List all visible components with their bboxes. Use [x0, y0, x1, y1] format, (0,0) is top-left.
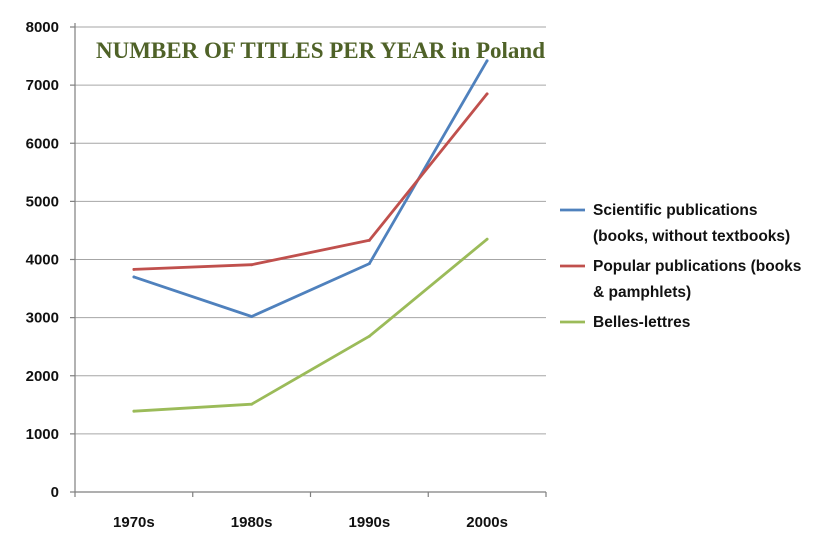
y-tick-label: 6000	[26, 135, 59, 152]
x-tick-label: 1980s	[231, 514, 273, 531]
data-point	[250, 315, 254, 318]
legend-label: (books, without textbooks)	[593, 228, 790, 245]
data-point	[250, 402, 254, 406]
legend-label: Belles-lettres	[593, 314, 690, 331]
data-point	[132, 267, 136, 271]
series-line-3	[132, 237, 489, 413]
chart-title: NUMBER OF TITLES PER YEAR in Poland	[96, 38, 545, 63]
gridlines	[75, 26, 546, 435]
y-tick-label: 8000	[26, 19, 59, 36]
x-tick-label: 1970s	[113, 514, 155, 531]
data-point	[132, 409, 136, 413]
data-point	[367, 238, 371, 242]
legend-item-3: Belles-lettres	[560, 314, 690, 331]
x-axis-tick-labels: 1970s 1980s 1990s 2000s	[113, 514, 508, 531]
y-tick-label: 5000	[26, 193, 59, 210]
y-tick-label: 0	[51, 484, 59, 501]
series-line-1	[132, 59, 489, 318]
y-tick-label: 3000	[26, 310, 59, 327]
x-tick-label: 2000s	[466, 514, 508, 531]
data-point	[367, 334, 371, 338]
series-lines	[132, 59, 489, 413]
data-point	[367, 262, 371, 265]
data-point	[485, 92, 489, 96]
y-tick-label: 1000	[26, 426, 59, 443]
data-point	[485, 237, 489, 241]
legend-label: & pamphlets)	[593, 284, 691, 301]
x-tick-label: 1990s	[349, 514, 391, 531]
legend-label: Scientific publications	[593, 202, 758, 219]
series-line-2	[132, 92, 489, 271]
data-point	[250, 263, 254, 267]
legend: Scientific publications (books, without t…	[560, 202, 801, 331]
legend-label: Popular publications (books	[593, 258, 801, 275]
legend-item-1: Scientific publications (books, without t…	[560, 202, 790, 245]
legend-item-2: Popular publications (books & pamphlets)	[560, 258, 801, 301]
y-tick-label: 7000	[26, 77, 59, 94]
y-tick-label: 4000	[26, 252, 59, 269]
data-point	[132, 275, 136, 279]
y-tick-label: 2000	[26, 368, 59, 385]
axes	[70, 23, 547, 497]
data-point	[485, 59, 489, 63]
y-axis-tick-labels: 0 1000 2000 3000 4000 5000 6000 7000 8000	[26, 19, 59, 501]
